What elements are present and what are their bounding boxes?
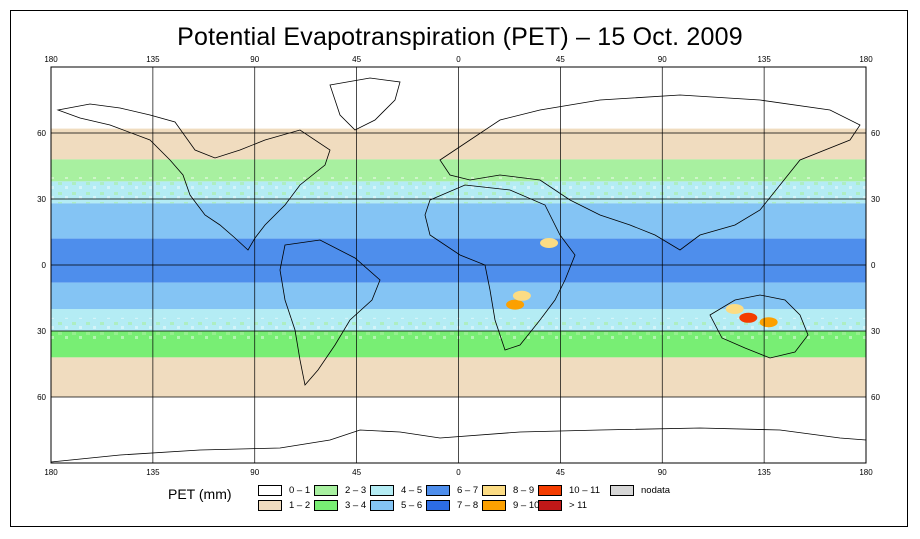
hotspot-layer: [506, 238, 778, 328]
graticule: [51, 67, 866, 463]
legend-swatch: [610, 485, 634, 496]
pet-hotspot-5: [540, 238, 559, 248]
australia-outline: [709, 294, 809, 359]
pet-hotspot-0: [739, 312, 758, 323]
legend-swatch: [426, 485, 450, 496]
legend-item: 5 – 6: [370, 500, 422, 511]
legend-item: 3 – 4: [314, 500, 366, 511]
legend-label: nodata: [641, 485, 671, 496]
legend-swatch: [370, 485, 394, 496]
legend-item: 6 – 7: [426, 485, 478, 496]
legend-swatch: [482, 485, 506, 496]
legend-swatch: [258, 500, 282, 511]
lon-tick-bottom: 45: [556, 468, 565, 477]
map-title: Potential Evapotranspiration (PET) – 15 …: [177, 23, 743, 51]
legend-label: 9 – 10: [513, 500, 540, 511]
lon-tick-bottom: 180: [859, 468, 873, 477]
legend-label: > 11: [569, 500, 588, 511]
legend-item: nodata: [610, 485, 670, 496]
lat-tick-right: 30: [871, 327, 880, 336]
legend-swatch: [314, 500, 338, 511]
legend-item: 10 – 11: [538, 485, 600, 496]
lat-tick-right: 0: [871, 261, 876, 270]
legend-label: 6 – 7: [457, 485, 479, 496]
lon-tick-top: 180: [859, 55, 873, 64]
lon-tick-bottom: 45: [352, 468, 361, 477]
legend-item: 9 – 10: [482, 500, 539, 511]
legend-label: 10 – 11: [569, 485, 600, 496]
lat-tick-right: 60: [871, 393, 880, 402]
legend-item: 0 – 1: [258, 485, 310, 496]
legend-label: 1 – 2: [289, 500, 311, 511]
legend-swatch: [314, 485, 338, 496]
lon-tick-bottom: 90: [250, 468, 259, 477]
pet-hotspot-4: [512, 290, 531, 301]
legend-swatch: [482, 500, 506, 511]
lon-tick-bottom: 180: [44, 468, 58, 477]
pet-hotspot-3: [506, 299, 525, 310]
figure-frame: [10, 10, 908, 527]
lat-tick-left: 60: [37, 129, 46, 138]
pet-hotspot-1: [759, 317, 778, 328]
legend-item: 2 – 3: [314, 485, 366, 496]
lon-tick-bottom: 0: [456, 468, 461, 477]
lon-tick-top: 90: [250, 55, 259, 64]
legend-item: 4 – 5: [370, 485, 422, 496]
lon-tick-top: 0: [456, 55, 461, 64]
lon-tick-top: 90: [658, 55, 667, 64]
legend-swatch: [538, 485, 562, 496]
pet-hotspot-2: [725, 304, 744, 314]
lat-tick-left: 30: [37, 195, 46, 204]
legend-swatch: [370, 500, 394, 511]
lon-tick-top: 135: [757, 55, 771, 64]
africa-outline: [424, 184, 576, 351]
legend-swatch: [426, 500, 450, 511]
lat-tick-right: 30: [871, 195, 880, 204]
lat-tick-left: 30: [37, 327, 46, 336]
legend-label: 3 – 4: [345, 500, 367, 511]
legend-label: 0 – 1: [289, 485, 311, 496]
legend-item: > 11: [538, 500, 587, 511]
lat-tick-left: 0: [42, 261, 47, 270]
lon-tick-bottom: 90: [658, 468, 667, 477]
land-layer: [51, 77, 866, 463]
lon-tick-bottom: 135: [146, 468, 160, 477]
lon-tick-bottom: 135: [757, 468, 771, 477]
lat-tick-right: 60: [871, 129, 880, 138]
legend-label: 2 – 3: [345, 485, 367, 496]
lon-tick-top: 45: [352, 55, 361, 64]
legend-item: 7 – 8: [426, 500, 478, 511]
legend-item: 8 – 9: [482, 485, 534, 496]
antarctica-outline: [51, 427, 866, 463]
greenland-outline: [329, 77, 401, 131]
lon-tick-top: 180: [44, 55, 58, 64]
axis-labels: 180 180 135 135 90 90 45 45 0 0 45 45 90 90 135 135 180 1…: [37, 55, 880, 477]
lon-tick-top: 135: [146, 55, 160, 64]
legend-label: 7 – 8: [457, 500, 479, 511]
legend-title: PET (mm): [168, 486, 232, 502]
legend-swatch: [258, 485, 282, 496]
legend-label: 5 – 6: [401, 500, 423, 511]
north-america-outline: [56, 103, 331, 251]
lon-tick-top: 45: [556, 55, 565, 64]
legend-swatch: [538, 500, 562, 511]
eurasia-outline: [439, 94, 861, 251]
legend-item: 1 – 2: [258, 500, 310, 511]
map-border: [50, 66, 867, 464]
lat-tick-left: 60: [37, 393, 46, 402]
south-america-outline: [279, 239, 381, 386]
legend-label: 8 – 9: [513, 485, 535, 496]
legend-label: 4 – 5: [401, 485, 423, 496]
